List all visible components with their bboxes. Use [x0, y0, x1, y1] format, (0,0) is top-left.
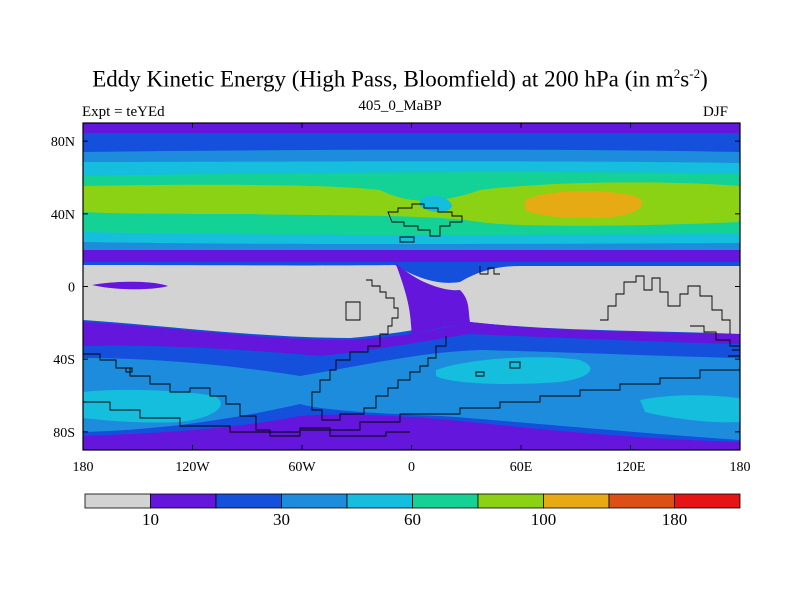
- title-units-exp2: -2: [689, 66, 701, 81]
- x-tick-label: 120E: [616, 460, 646, 475]
- coast-far-east: [728, 349, 740, 368]
- colorbar-box: [477, 493, 544, 509]
- y-tick-label: 0: [68, 281, 75, 296]
- title-units-exp1: 2: [673, 66, 681, 81]
- coast-asia-peninsulas: [600, 275, 731, 334]
- sh-cyan-east: [640, 395, 740, 423]
- axes-layer: 180 120W 60W 0 60E 120E 180 80N 40N 0 40S 80S: [51, 123, 751, 475]
- x-tick-label: 180: [73, 460, 94, 475]
- chart-subtitle: 405_0_MaBP: [358, 98, 442, 114]
- colorbar-box: [674, 493, 741, 509]
- x-tick-label: 180: [730, 460, 751, 475]
- title-main: Eddy Kinetic Energy (High Pass, Bloomfie…: [92, 66, 619, 92]
- colorbar-box: [150, 493, 217, 509]
- title-units-suffix: ): [700, 66, 708, 92]
- coast-maritime: [690, 325, 740, 347]
- coast-antarctic: [83, 401, 410, 437]
- colorbar-label: 60: [404, 510, 421, 529]
- colorbar-layer: 10 30 60 100 180: [84, 493, 741, 529]
- x-tick-label: 120W: [175, 460, 210, 475]
- coast-asia-north: [479, 266, 500, 275]
- y-tick-label: 40N: [51, 208, 75, 223]
- chart-title: Eddy Kinetic Energy (High Pass, Bloomfie…: [0, 66, 800, 93]
- colorbar-box: [412, 493, 479, 509]
- y-tick-label: 80N: [51, 135, 75, 150]
- y-tick-label: 40S: [53, 353, 75, 368]
- colorbar-box: [84, 493, 151, 509]
- tropics-purple-slot: [92, 281, 168, 290]
- sh-cyan-pacific: [83, 389, 221, 423]
- nh-small-green: [232, 199, 299, 209]
- tropics-purple-river: [395, 262, 470, 334]
- coast-europe-island: [399, 236, 415, 243]
- experiment-label: Expt = teYEd: [82, 104, 165, 120]
- title-units-prefix: (in m: [624, 66, 674, 92]
- coast-africa: [311, 279, 447, 421]
- colorbar-label: 30: [273, 510, 290, 529]
- coastline-outlines: [83, 203, 740, 437]
- nh-subtropic-purple: [83, 250, 740, 262]
- colorbar-box: [346, 493, 413, 509]
- x-tick-label: 60E: [510, 460, 533, 475]
- x-tick-label: 0: [408, 460, 415, 475]
- nh-core-asia-orange: [525, 191, 643, 218]
- y-tick-label: 80S: [53, 426, 75, 441]
- sh-cyan-atlantic-indian: [436, 357, 591, 384]
- colorbar-box: [281, 493, 348, 509]
- colorbar-box: [543, 493, 610, 509]
- colorbar-label: 100: [531, 510, 557, 529]
- coast-south-islands: [125, 361, 521, 377]
- season-label: DJF: [703, 104, 729, 120]
- colorbar-box: [608, 493, 675, 509]
- colorbar-label: 10: [142, 510, 159, 529]
- colorbar-box: [215, 493, 282, 509]
- contour-field: [83, 123, 740, 450]
- x-tick-label: 60W: [288, 460, 316, 475]
- coast-africa-bay: [345, 301, 361, 321]
- sh-polar-purple: [83, 414, 740, 450]
- title-units-mid: s: [680, 66, 690, 92]
- colorbar-label: 180: [662, 510, 688, 529]
- coast-europe: [387, 203, 463, 237]
- coast-southern-ocean: [83, 353, 740, 437]
